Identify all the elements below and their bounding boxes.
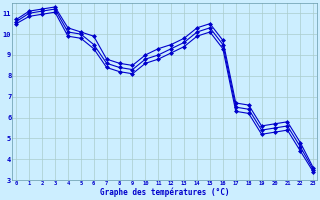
X-axis label: Graphe des températures (°C): Graphe des températures (°C): [100, 188, 229, 197]
